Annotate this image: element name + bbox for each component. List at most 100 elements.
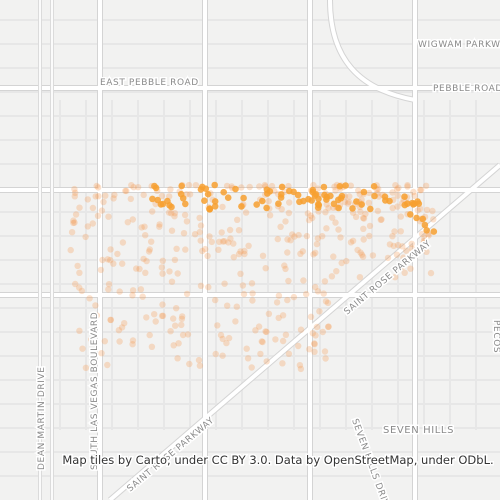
point bbox=[122, 187, 129, 195]
point bbox=[197, 222, 205, 229]
point bbox=[248, 280, 256, 287]
point bbox=[418, 230, 426, 238]
point bbox=[206, 205, 213, 212]
point bbox=[393, 251, 401, 258]
point bbox=[167, 186, 174, 193]
point bbox=[325, 204, 332, 212]
point bbox=[110, 260, 117, 267]
point bbox=[285, 277, 292, 285]
point bbox=[192, 182, 200, 189]
point bbox=[419, 215, 427, 223]
point bbox=[306, 346, 313, 353]
point bbox=[248, 364, 255, 371]
point bbox=[312, 332, 319, 339]
point bbox=[360, 225, 367, 232]
point bbox=[329, 214, 336, 221]
point bbox=[146, 331, 153, 339]
point bbox=[279, 360, 286, 367]
point bbox=[92, 193, 99, 200]
point bbox=[268, 182, 276, 190]
point bbox=[211, 198, 219, 205]
point bbox=[129, 216, 136, 223]
point bbox=[349, 237, 357, 244]
point bbox=[159, 257, 166, 264]
point bbox=[399, 263, 406, 271]
point bbox=[347, 239, 355, 246]
point bbox=[204, 190, 212, 198]
point bbox=[79, 345, 86, 352]
point bbox=[256, 183, 263, 190]
point bbox=[180, 230, 188, 237]
point bbox=[286, 187, 293, 195]
point bbox=[235, 250, 243, 258]
point bbox=[82, 233, 89, 241]
point bbox=[221, 238, 228, 245]
point bbox=[287, 237, 294, 244]
point bbox=[133, 265, 140, 272]
point bbox=[245, 242, 252, 249]
point bbox=[242, 209, 250, 216]
road-label: WIGWAM PARKWAY bbox=[418, 40, 500, 50]
point bbox=[107, 316, 114, 324]
point bbox=[389, 189, 396, 196]
point bbox=[263, 186, 271, 193]
point bbox=[285, 182, 292, 190]
point bbox=[74, 262, 81, 270]
point bbox=[323, 201, 330, 208]
point bbox=[394, 241, 402, 249]
point bbox=[284, 296, 291, 304]
point bbox=[253, 201, 260, 208]
point bbox=[199, 183, 206, 191]
point bbox=[173, 305, 180, 312]
point bbox=[266, 212, 274, 219]
point bbox=[366, 232, 373, 240]
point bbox=[232, 185, 239, 193]
point bbox=[272, 336, 279, 343]
point bbox=[335, 226, 342, 233]
point bbox=[227, 235, 234, 242]
point bbox=[196, 362, 204, 369]
point bbox=[72, 280, 79, 288]
point bbox=[197, 282, 205, 289]
point bbox=[390, 242, 397, 250]
point bbox=[322, 355, 329, 362]
point bbox=[299, 248, 306, 255]
point bbox=[93, 182, 100, 190]
point bbox=[386, 241, 394, 248]
point bbox=[72, 189, 79, 196]
point bbox=[232, 318, 239, 325]
point bbox=[202, 245, 209, 253]
point bbox=[279, 312, 287, 319]
point bbox=[152, 318, 159, 325]
point bbox=[338, 259, 345, 267]
point bbox=[98, 350, 105, 357]
point bbox=[314, 288, 322, 295]
point bbox=[279, 337, 287, 345]
point bbox=[167, 328, 174, 335]
point bbox=[105, 286, 112, 293]
point bbox=[238, 184, 245, 191]
point bbox=[333, 268, 340, 275]
point bbox=[168, 210, 175, 217]
point bbox=[259, 197, 266, 205]
point bbox=[149, 208, 156, 215]
point bbox=[297, 250, 304, 257]
point bbox=[294, 191, 302, 199]
point bbox=[347, 182, 354, 189]
point bbox=[178, 315, 186, 322]
point bbox=[235, 227, 243, 234]
point bbox=[400, 254, 407, 261]
point bbox=[237, 248, 244, 255]
point bbox=[208, 238, 215, 246]
point bbox=[174, 270, 181, 277]
point bbox=[139, 293, 146, 300]
point bbox=[182, 200, 189, 208]
point bbox=[89, 204, 97, 212]
point bbox=[263, 204, 270, 212]
point bbox=[252, 327, 259, 334]
point bbox=[71, 193, 79, 200]
point bbox=[136, 265, 143, 273]
point bbox=[178, 321, 185, 329]
point bbox=[277, 194, 285, 201]
point bbox=[205, 283, 212, 291]
